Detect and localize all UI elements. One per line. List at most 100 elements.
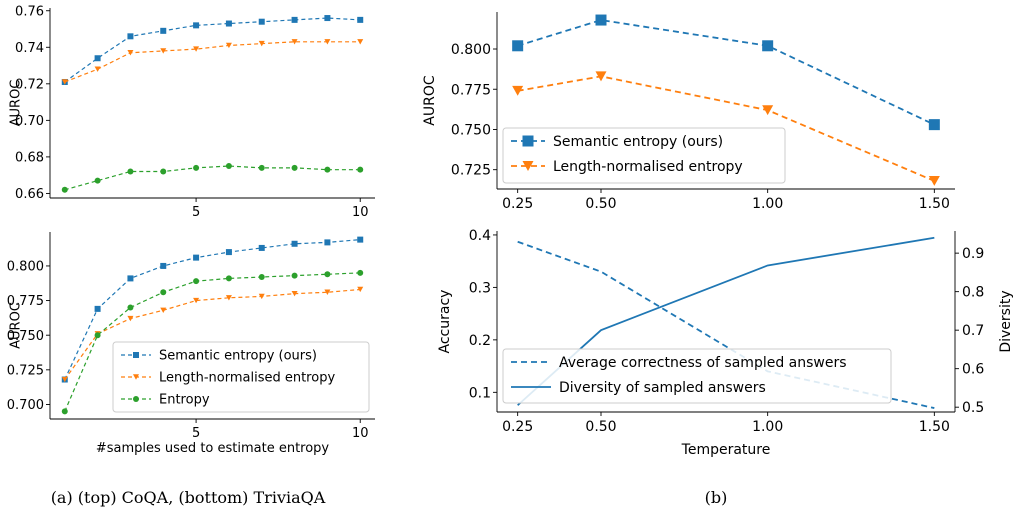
data-point-length (94, 66, 101, 72)
data-point-length (324, 39, 331, 45)
series-line-entropy (64, 272, 361, 412)
data-point-entropy (225, 275, 232, 282)
x-tick-label: 1.00 (752, 419, 783, 435)
data-point-entropy (61, 186, 68, 193)
legend: Average correctness of sampled answers Di… (502, 348, 892, 404)
y-right-tick-label: 0.9 (962, 246, 984, 262)
data-point-entropy (357, 269, 364, 276)
temperature-auroc-chart: 0.25 0.50 1.00 1.50 0.725 0.750 0.775 0.800 AURO… (422, 12, 955, 212)
legend-marker-length (133, 374, 139, 380)
legend-label-correctness: Average correctness of sampled answers (559, 355, 847, 371)
data-point-semantic (324, 15, 331, 22)
data-point-length (928, 176, 940, 186)
x-tick-label: 10 (352, 205, 369, 220)
data-point-length (160, 48, 167, 54)
y-tick-label: 0.76 (15, 4, 44, 19)
legend: Semantic entropy (ours) Length-normalised… (502, 127, 786, 184)
y-tick-label: 0.725 (7, 364, 44, 379)
data-point-entropy (61, 408, 68, 415)
y-tick-label: 0.4 (469, 228, 491, 244)
legend-marker-semantic (133, 352, 139, 358)
legend-label-length: Length-normalised entropy (159, 371, 335, 386)
x-tick-label: 1.50 (919, 196, 950, 212)
legend-marker-length (522, 161, 534, 171)
data-point-length (291, 39, 298, 45)
data-point-entropy (160, 168, 167, 175)
data-point-semantic (357, 16, 364, 23)
data-point-length (193, 297, 200, 304)
y-tick-label: 0.800 (451, 42, 491, 58)
series-line-length (64, 288, 361, 380)
data-point-semantic (225, 20, 232, 27)
series-line-length (64, 41, 361, 83)
data-point-semantic (928, 119, 940, 131)
series-line-semantic (64, 17, 361, 83)
y-tick-label: 0.725 (451, 163, 491, 179)
data-point-entropy (291, 272, 298, 279)
y-tick-label: 0.66 (15, 187, 44, 202)
x-axis-label: Temperature (681, 442, 771, 458)
data-point-entropy (127, 304, 134, 311)
y-tick-label: 0.68 (15, 151, 44, 166)
legend-label-semantic: Semantic entropy (ours) (159, 349, 317, 364)
triviaqa-auroc-chart: 5 10 0.700 0.725 0.750 0.775 0.800 AUROC #sample… (7, 232, 375, 456)
data-point-entropy (94, 177, 101, 184)
data-point-entropy (291, 164, 298, 171)
y-tick-label: 0.2 (469, 333, 491, 349)
data-point-entropy (193, 278, 200, 285)
data-point-semantic (762, 40, 774, 52)
data-point-length (258, 293, 265, 300)
y-axis-label: Accuracy (437, 290, 453, 354)
data-point-semantic (127, 33, 134, 40)
caption-b: (b) (705, 488, 728, 507)
legend: Semantic entropy (ours) Length-normalised… (112, 341, 370, 413)
data-point-semantic (595, 14, 607, 26)
data-point-semantic (324, 239, 331, 246)
legend-box (112, 341, 370, 413)
data-point-semantic (193, 254, 200, 261)
y-tick-label: 0.1 (469, 385, 491, 401)
data-point-length (127, 315, 134, 322)
y-tick-label: 0.750 (7, 329, 44, 344)
data-point-semantic (94, 305, 101, 312)
series-line-length (517, 75, 935, 182)
data-point-semantic (225, 249, 232, 256)
caption-a: (a) (top) CoQA, (bottom) TriviaQA (51, 488, 326, 507)
y-axis-label: AUROC (9, 302, 24, 349)
data-point-semantic (193, 22, 200, 29)
y-tick-label: 0.775 (7, 294, 44, 309)
x-tick-label: 5 (192, 205, 200, 220)
legend-marker-entropy (133, 396, 139, 402)
data-point-semantic (291, 240, 298, 247)
data-point-semantic (160, 262, 167, 269)
y-tick-label: 0.74 (15, 41, 44, 56)
y-right-tick-label: 0.7 (962, 323, 984, 339)
x-axis-label: #samples used to estimate entropy (96, 441, 330, 456)
data-point-entropy (127, 168, 134, 175)
data-point-semantic (357, 236, 364, 243)
x-tick-label: 0.25 (502, 419, 533, 435)
x-tick-label: 0.50 (585, 419, 616, 435)
legend-label-length: Length-normalised entropy (553, 159, 743, 175)
legend-label-diversity: Diversity of sampled answers (559, 380, 766, 396)
data-point-length (61, 79, 68, 85)
legend-box (502, 348, 892, 404)
data-point-length (512, 85, 524, 96)
data-point-length (258, 40, 265, 47)
temperature-accuracy-diversity-chart: 0.25 0.50 1.00 1.50 0.1 0.2 0.3 0.4 0.5 0.6 0.7 0.8… (437, 228, 1014, 458)
data-point-length (160, 307, 167, 313)
data-point-entropy (94, 332, 101, 339)
data-point-entropy (225, 163, 232, 170)
data-point-semantic (127, 275, 134, 282)
data-point-length (193, 46, 200, 52)
data-point-length (357, 286, 364, 293)
x-tick-label: 1.00 (752, 196, 783, 212)
data-point-semantic (258, 18, 265, 25)
data-point-entropy (324, 166, 331, 173)
legend-marker-semantic (522, 135, 534, 147)
data-point-length (225, 42, 232, 49)
data-point-entropy (357, 166, 364, 173)
x-tick-label: 0.50 (585, 196, 616, 212)
data-point-length (595, 71, 607, 82)
